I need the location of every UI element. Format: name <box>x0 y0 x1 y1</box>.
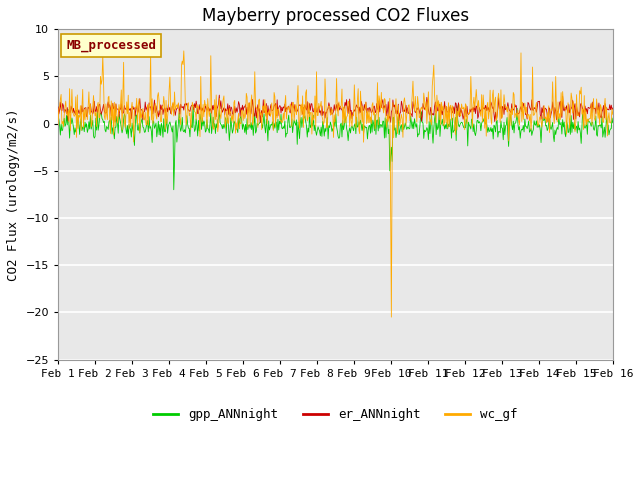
wc_gf <box>178 62 186 68</box>
gpp_ANNnight <box>64 107 72 112</box>
wc_gf <box>54 122 62 128</box>
wc_gf <box>404 103 412 108</box>
gpp_ANNnight <box>420 127 428 133</box>
wc_gf <box>122 124 129 130</box>
Line: gpp_ANNnight: gpp_ANNnight <box>58 106 613 190</box>
er_ANNnight <box>420 107 428 112</box>
gpp_ANNnight <box>609 120 617 126</box>
Line: wc_gf: wc_gf <box>58 51 613 317</box>
gpp_ANNnight <box>170 187 178 192</box>
gpp_ANNnight <box>209 123 216 129</box>
er_ANNnight <box>257 120 264 126</box>
wc_gf <box>208 105 216 110</box>
er_ANNnight <box>122 107 129 112</box>
Legend: gpp_ANNnight, er_ANNnight, wc_gf: gpp_ANNnight, er_ANNnight, wc_gf <box>148 403 523 426</box>
wc_gf <box>609 111 617 117</box>
gpp_ANNnight <box>122 113 129 119</box>
er_ANNnight <box>207 108 214 113</box>
er_ANNnight <box>404 110 412 116</box>
gpp_ANNnight <box>189 103 197 108</box>
gpp_ANNnight <box>179 115 186 120</box>
gpp_ANNnight <box>404 124 412 130</box>
er_ANNnight <box>216 92 223 98</box>
er_ANNnight <box>178 104 186 110</box>
Text: MB_processed: MB_processed <box>67 39 156 52</box>
wc_gf <box>64 108 72 113</box>
Y-axis label: CO2 Flux (urology/m2/s): CO2 Flux (urology/m2/s) <box>7 108 20 281</box>
wc_gf <box>387 314 395 320</box>
er_ANNnight <box>609 105 617 111</box>
wc_gf <box>180 48 188 54</box>
Line: er_ANNnight: er_ANNnight <box>58 95 613 123</box>
er_ANNnight <box>64 118 72 124</box>
Title: Mayberry processed CO2 Fluxes: Mayberry processed CO2 Fluxes <box>202 7 469 25</box>
gpp_ANNnight <box>54 119 62 125</box>
er_ANNnight <box>54 104 62 110</box>
wc_gf <box>420 97 428 103</box>
